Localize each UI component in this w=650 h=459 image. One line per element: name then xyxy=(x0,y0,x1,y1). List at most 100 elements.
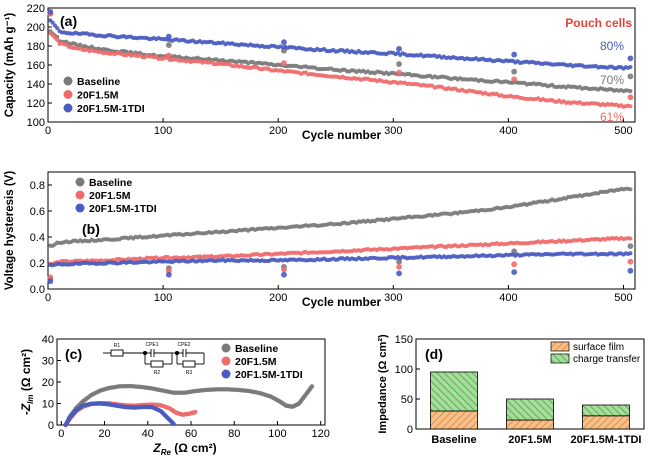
pouch-cells-label: Pouch cells xyxy=(565,16,632,30)
checkup-point xyxy=(165,33,172,40)
checkup-point xyxy=(511,51,518,58)
checkup-point xyxy=(627,73,634,80)
legend-c-item: Baseline xyxy=(221,343,278,355)
x-axis-title: Cycle number xyxy=(302,295,382,309)
retention-label: 61% xyxy=(600,110,624,124)
checkup-point xyxy=(47,278,54,285)
checkup-point xyxy=(511,68,518,75)
checkup-point xyxy=(511,76,518,83)
x-tick-label: 120 xyxy=(311,428,329,440)
y-tick-label: 0.6 xyxy=(30,206,45,218)
checkup-point xyxy=(627,258,634,265)
data-point xyxy=(55,37,60,43)
y-axis-symbol: -Z xyxy=(19,403,33,415)
x-axis-unit: (Ω cm²) xyxy=(171,441,217,455)
x-tick-label: 0 xyxy=(45,292,51,304)
legend-a-item: 20F1.5M xyxy=(63,90,119,102)
x-axis-symbol: Z xyxy=(152,441,161,455)
y-tick-label: 160 xyxy=(27,60,45,72)
checkup-point xyxy=(281,266,287,273)
x-tick-label: 200 xyxy=(269,292,287,304)
legend-marker xyxy=(63,76,73,86)
x-tick-label: 500 xyxy=(614,125,632,137)
panel-label: (c) xyxy=(65,346,82,362)
legend-marker xyxy=(75,177,85,187)
panel-label: (d) xyxy=(425,346,443,362)
checkup-point xyxy=(627,243,634,250)
y-tick-label: 30 xyxy=(42,356,54,368)
bar-surface-film xyxy=(430,410,478,430)
checkup-point xyxy=(511,269,518,275)
checkup-point xyxy=(627,55,634,62)
data-point xyxy=(628,64,633,70)
legend-label: Baseline xyxy=(77,76,120,88)
panel-label: (a) xyxy=(60,13,77,29)
checkup-point xyxy=(281,271,287,278)
checkup-point xyxy=(165,52,172,59)
y-tick-label: 150 xyxy=(395,334,413,346)
y-tick-label: 20 xyxy=(42,377,54,389)
data-point xyxy=(193,409,198,415)
y-axis-title: Impedance (Ω cm²) xyxy=(377,334,389,434)
legend-label: 20F1.5M xyxy=(235,356,277,368)
checkup-point xyxy=(396,69,402,76)
resistor-r2 xyxy=(150,360,164,368)
data-point xyxy=(628,236,633,241)
legend-c-item: 20F1.5M-1TDI xyxy=(221,369,303,381)
y-tick-label: 50 xyxy=(401,394,413,406)
y-tick-label: 200 xyxy=(27,22,45,34)
data-point xyxy=(628,89,633,94)
circuit-label: CPE2 xyxy=(177,342,190,348)
circuit-label: CPE1 xyxy=(145,342,158,348)
legend-label: 20F1.5M-1TDI xyxy=(77,103,145,115)
checkup-point xyxy=(281,60,287,66)
y-tick-label: 100 xyxy=(395,364,413,376)
legend-label: 20F1.5M-1TDI xyxy=(235,369,303,381)
legend-label: surface film xyxy=(573,342,624,353)
checkup-point xyxy=(47,8,54,15)
y-axis-title: Voltage hysteresis (V) xyxy=(4,171,16,290)
checkup-point xyxy=(396,264,402,270)
circuit-label: R3 xyxy=(186,370,193,376)
x-tick-label: 500 xyxy=(614,292,632,304)
y-tick-label: 100 xyxy=(27,117,45,129)
y-axis-title: -ZIm (Ω cm²) xyxy=(19,349,35,415)
checkup-point xyxy=(627,94,634,101)
x-tick-label: 200 xyxy=(269,125,287,137)
retention-label: 80% xyxy=(600,39,624,53)
resistor-r3 xyxy=(182,360,196,368)
checkup-point xyxy=(396,270,402,277)
category-label: 20F1.5M-1TDI xyxy=(571,434,642,446)
y-tick-label: 220 xyxy=(27,3,45,15)
y-axis-title: Capacity (mAh g⁻¹) xyxy=(4,13,16,118)
panel-d-impedance-bar-chart: 0 50 100 150 Baseline 20F1.5M 20F1.5M-1TDI (d) s… xyxy=(377,334,645,446)
legend-d-item: charge transfer xyxy=(550,353,641,365)
legend-marker xyxy=(221,356,231,366)
legend-marker xyxy=(75,190,85,200)
legend-a-item: 20F1.5M-1TDI xyxy=(63,103,145,115)
x-tick-label: 100 xyxy=(154,292,172,304)
bar-charge-transfer xyxy=(582,404,630,417)
legend-label: 20F1.5M xyxy=(89,190,131,202)
category-label: 20F1.5M xyxy=(508,434,551,446)
legend-b-item: 20F1.5M xyxy=(75,190,131,202)
y-axis-subscript: Im xyxy=(26,394,35,403)
x-tick-label: 100 xyxy=(154,125,172,137)
y-tick-label: 0.8 xyxy=(30,180,45,192)
legend-label: 20F1.5M-1TDI xyxy=(89,203,157,215)
legend-marker xyxy=(63,103,73,113)
legend-label: charge transfer xyxy=(573,354,641,365)
x-tick-label: 0 xyxy=(45,125,51,137)
legend-label: Baseline xyxy=(89,177,132,189)
y-tick-label: 120 xyxy=(27,98,45,110)
y-axis-unit: (Ω cm²) xyxy=(19,349,33,395)
x-tick-label: 300 xyxy=(384,125,402,137)
data-point xyxy=(628,251,633,256)
legend-a-item: Baseline xyxy=(63,76,120,88)
checkup-point xyxy=(396,61,402,67)
legend-marker xyxy=(221,369,231,379)
circuit-label: R2 xyxy=(154,370,161,376)
x-tick-label: 400 xyxy=(499,125,517,137)
